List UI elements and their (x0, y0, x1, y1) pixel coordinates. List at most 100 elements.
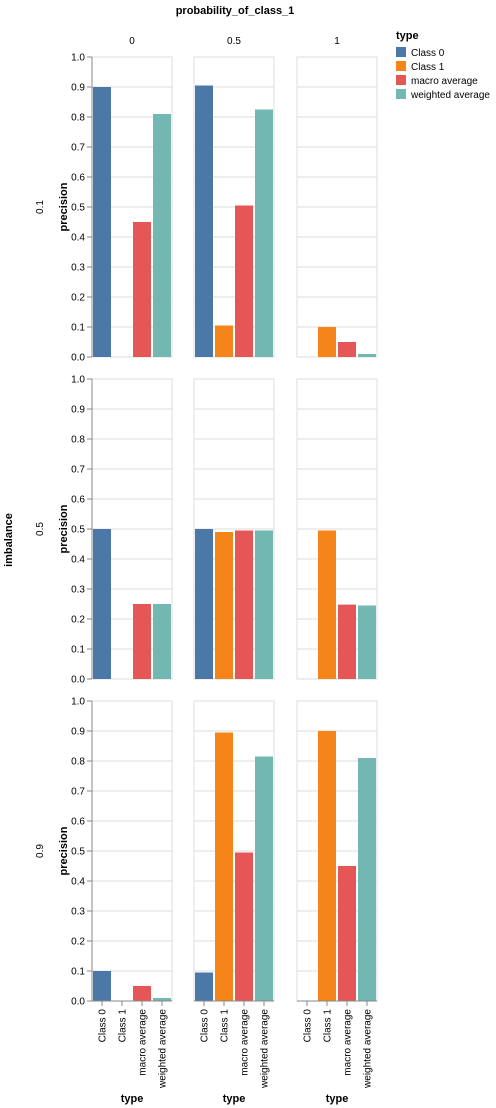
bar (215, 532, 233, 679)
y-tick-label: 0.9 (71, 405, 85, 416)
x-tick-label: weighted average (363, 1009, 374, 1089)
y-tick-label: 0.8 (71, 757, 85, 768)
bar (133, 986, 151, 1001)
y-tick-label: 0.7 (71, 143, 85, 154)
y-tick-label: 0.4 (71, 877, 85, 888)
bar (358, 605, 376, 679)
bar (358, 354, 376, 357)
bar (195, 972, 213, 1001)
bar (235, 530, 253, 679)
bar (153, 114, 171, 357)
legend-label: macro average (411, 76, 478, 87)
facet-panel: 0.0 0.1 0.2 0.3 0.4 0.5 0.6 0.7 0.8 0.9 1.0 (71, 375, 173, 686)
bar (235, 852, 253, 1001)
y-tick-label: 0.4 (71, 233, 85, 244)
y-tick-label: 0.9 (71, 727, 85, 738)
legend-title: type (396, 30, 419, 42)
facet-panel: Class 0 Class 1 macro average weighted aver… (193, 700, 275, 1105)
y-tick-label: 0.8 (71, 113, 85, 124)
y-axis-title: precision (58, 504, 70, 553)
column-header-label: 0 (129, 36, 135, 47)
x-tick-label: Class 1 (220, 1009, 231, 1043)
bar (93, 529, 111, 679)
x-tick-label: Class 0 (303, 1009, 314, 1043)
y-tick-label: 0.3 (71, 907, 85, 918)
y-tick-label: 0.2 (71, 937, 85, 948)
y-tick-label: 0.7 (71, 787, 85, 798)
y-axis-title: precision (58, 826, 70, 875)
y-tick-label: 0.1 (71, 967, 85, 978)
y-tick-label: 0.6 (71, 495, 85, 506)
legend-label: weighted average (410, 90, 490, 101)
y-tick-label: 1.0 (71, 53, 85, 64)
bar (153, 998, 171, 1001)
y-tick-label: 0.3 (71, 263, 85, 274)
row-axis-title: imbalance (3, 513, 15, 567)
bar (255, 109, 273, 357)
facet-panel (193, 56, 275, 358)
legend-swatch (396, 89, 406, 99)
bar (215, 325, 233, 357)
y-tick-label: 0.9 (71, 83, 85, 94)
legend-swatch (396, 75, 406, 85)
y-tick-label: 0.7 (71, 465, 85, 476)
bar (338, 604, 356, 679)
x-axis-title: type (121, 1093, 144, 1105)
y-tick-label: 0.4 (71, 555, 85, 566)
y-tick-label: 0.6 (71, 817, 85, 828)
bar (338, 342, 356, 357)
row-header-label: 0.1 (35, 200, 46, 214)
facet-panel: Class 0 Class 1 macro average weighted aver… (296, 700, 378, 1105)
row-header-label: 0.9 (35, 844, 46, 858)
panel-frame (296, 56, 378, 358)
bar (358, 758, 376, 1001)
bar (93, 87, 111, 357)
x-tick-label: weighted average (158, 1009, 169, 1089)
x-axis-title: type (223, 1093, 246, 1105)
row-header-label: 0.5 (35, 522, 46, 536)
bar (318, 530, 336, 679)
panel-frame (296, 378, 378, 680)
y-tick-label: 1.0 (71, 697, 85, 708)
panel-frame (193, 56, 275, 358)
x-tick-label: macro average (138, 1009, 149, 1076)
legend-swatch (396, 47, 406, 57)
y-tick-label: 0.5 (71, 525, 85, 536)
x-tick-label: macro average (343, 1009, 354, 1076)
bar (318, 731, 336, 1001)
y-tick-label: 0.6 (71, 173, 85, 184)
y-tick-label: 0.1 (71, 645, 85, 656)
y-tick-label: 0.5 (71, 847, 85, 858)
panel-frame (193, 378, 275, 680)
x-tick-label: weighted average (260, 1009, 271, 1089)
y-tick-label: 0.2 (71, 293, 85, 304)
bar (215, 732, 233, 1001)
x-tick-label: Class 0 (200, 1009, 211, 1043)
bar (318, 327, 336, 357)
bar (195, 85, 213, 357)
x-tick-label: macro average (240, 1009, 251, 1076)
legend-label: Class 1 (411, 62, 445, 73)
bar (338, 866, 356, 1001)
bar (133, 604, 151, 679)
facet-panel: 0.0 0.1 0.2 0.3 0.4 0.5 0.6 0.7 0.8 0.9 1.0 (71, 53, 173, 364)
y-tick-label: 1.0 (71, 375, 85, 386)
y-tick-label: 0.0 (71, 675, 85, 686)
y-tick-label: 0.8 (71, 435, 85, 446)
y-tick-label: 0.3 (71, 585, 85, 596)
bar (133, 222, 151, 357)
column-header-label: 1 (334, 36, 340, 47)
bar (195, 529, 213, 679)
y-tick-label: 0.0 (71, 353, 85, 364)
bar (255, 756, 273, 1001)
bar (235, 205, 253, 357)
legend-label: Class 0 (411, 48, 445, 59)
facet-panel (296, 56, 378, 358)
y-tick-label: 0.5 (71, 203, 85, 214)
facet-panel (193, 378, 275, 680)
bar (153, 604, 171, 679)
y-tick-label: 0.2 (71, 615, 85, 626)
y-axis-title: precision (58, 182, 70, 231)
